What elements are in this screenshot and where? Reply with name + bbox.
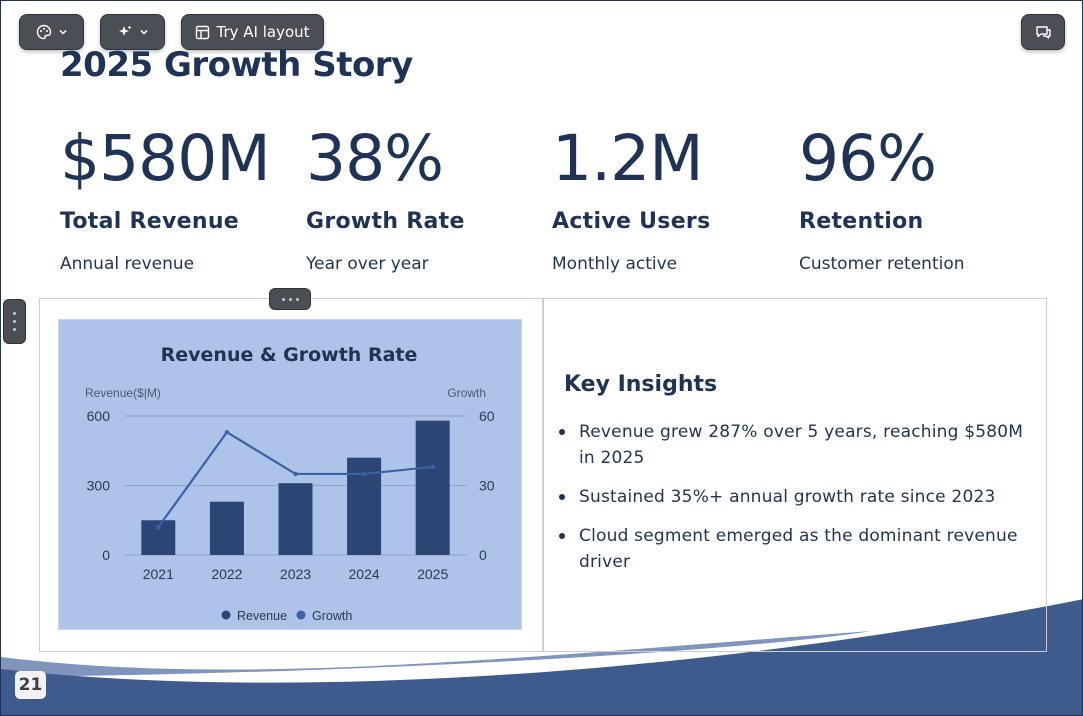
chart-bar-2022 xyxy=(209,501,244,555)
revenue-growth-chart: Revenue & Growth Rate Revenue($|M) Growth 0… xyxy=(85,344,495,623)
chevron-down-icon xyxy=(139,29,148,35)
x-tick-label: 2025 xyxy=(417,566,448,582)
insights-list[interactable]: Revenue grew 287% over 5 years, reaching… xyxy=(559,419,1029,588)
legend-marker-revenue xyxy=(221,610,231,620)
page-number: 21 xyxy=(15,671,46,699)
y-tick-right: 60 xyxy=(479,408,495,424)
x-tick-label: 2021 xyxy=(143,566,174,582)
growth-point-2025 xyxy=(430,464,435,470)
drag-handle-horizontal[interactable] xyxy=(269,288,311,310)
stat-block-growth[interactable]: 38% Growth Rate Year over year xyxy=(306,119,546,274)
y-tick-left: 600 xyxy=(87,408,111,424)
chart-title: Revenue & Growth Rate xyxy=(161,344,418,366)
layout-icon xyxy=(196,25,210,39)
try-ai-layout-label: Try AI layout xyxy=(216,23,310,41)
try-ai-layout-button[interactable]: Try AI layout xyxy=(181,14,324,50)
stat-subtext: Monthly active xyxy=(552,254,678,274)
comment-button[interactable] xyxy=(1021,14,1065,50)
y-tick-right: 30 xyxy=(479,478,495,494)
stat-value: 1.2M xyxy=(552,122,704,195)
stat-subtext: Annual revenue xyxy=(60,254,195,274)
stat-label: Retention xyxy=(799,209,924,234)
y-tick-right: 0 xyxy=(479,547,487,563)
legend-label-revenue: Revenue xyxy=(237,609,287,623)
insights-title[interactable]: Key Insights xyxy=(564,372,718,397)
chart-bar-2023 xyxy=(278,483,313,555)
chart-panel[interactable]: Revenue & Growth Rate Revenue($|M) Growth 0… xyxy=(58,319,522,630)
ai-tools-button[interactable] xyxy=(100,14,165,50)
x-tick-label: 2022 xyxy=(211,566,242,582)
x-tick-label: 2023 xyxy=(280,566,311,582)
theme-button[interactable] xyxy=(19,14,84,50)
comment-icon xyxy=(1035,25,1051,39)
stat-subtext: Year over year xyxy=(306,254,429,274)
y-axis-right-label: Growth xyxy=(447,386,486,400)
drag-handle-vertical[interactable] xyxy=(3,299,26,344)
y-tick-left: 300 xyxy=(87,478,111,494)
stat-subtext: Customer retention xyxy=(799,254,965,274)
y-tick-left: 0 xyxy=(102,547,110,563)
stat-label: Growth Rate xyxy=(306,209,465,234)
list-item: Revenue grew 287% over 5 years, reaching… xyxy=(559,419,1029,471)
decorative-wave-footer xyxy=(1,599,1082,715)
stat-value: $580M xyxy=(60,122,271,195)
stat-block-users[interactable]: 1.2M Active Users Monthly active xyxy=(552,119,792,274)
legend-marker-growth xyxy=(296,610,306,620)
palette-icon xyxy=(36,24,51,40)
stat-block-retention[interactable]: 96% Retention Customer retention xyxy=(799,119,1039,274)
x-tick-label: 2024 xyxy=(349,566,380,582)
legend-label-growth: Growth xyxy=(312,609,352,623)
growth-point-2024 xyxy=(361,471,367,477)
growth-point-2022 xyxy=(224,430,230,435)
list-item: Cloud segment emerged as the dominant re… xyxy=(559,523,1029,575)
stat-value: 38% xyxy=(306,122,444,195)
stat-value: 96% xyxy=(799,122,937,195)
chart-bar-2025 xyxy=(415,420,450,555)
y-axis-left-label: Revenue($|M) xyxy=(85,386,161,400)
stat-block-revenue[interactable]: $580M Total Revenue Annual revenue xyxy=(60,119,300,274)
slide-title[interactable]: 2025 Growth Story xyxy=(60,45,413,85)
growth-point-2021 xyxy=(156,525,161,530)
stat-label: Total Revenue xyxy=(60,209,240,234)
stat-label: Active Users xyxy=(552,209,711,234)
column-divider[interactable] xyxy=(542,298,544,652)
list-item: Sustained 35%+ annual growth rate since … xyxy=(559,484,1029,510)
sparkle-icon xyxy=(118,25,131,36)
chevron-down-icon xyxy=(58,29,67,35)
growth-point-2023 xyxy=(293,471,298,477)
